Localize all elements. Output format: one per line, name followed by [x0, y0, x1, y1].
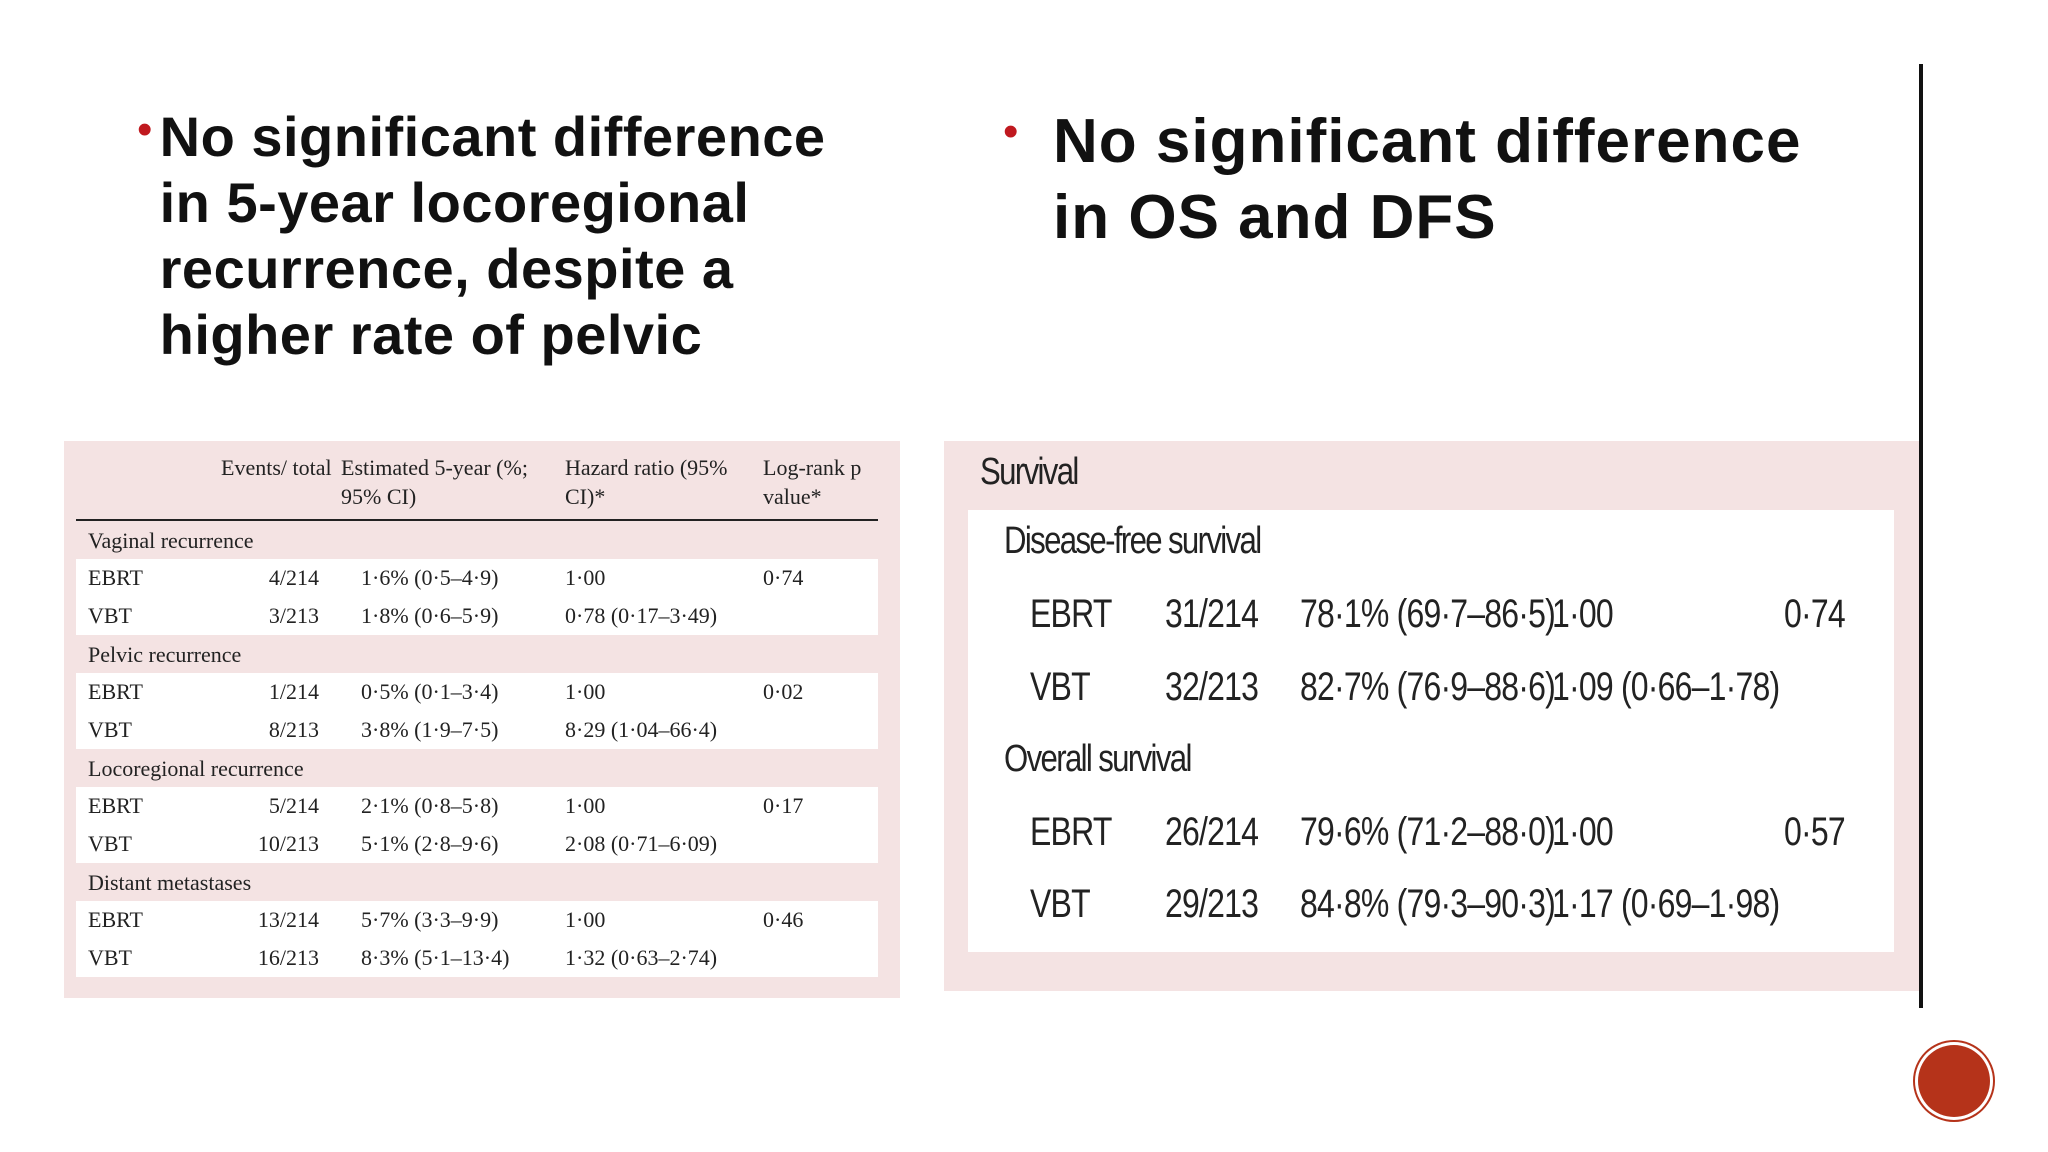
header-cell: Log-rank p value* — [763, 455, 862, 509]
table-cell: VBT — [88, 945, 132, 970]
table-cell: 3·8% (1·9–7·5) — [361, 717, 499, 742]
survival-title: Survival — [980, 451, 1079, 493]
table-cell: 0·57 — [1784, 810, 1846, 854]
header-cell: Events/ total — [221, 455, 332, 480]
table-cell: 1·00 — [565, 793, 606, 818]
header-cell: Hazard ratio (95% CI)* — [565, 455, 728, 509]
table-cell: 0·74 — [763, 565, 804, 590]
table-cell: VBT — [88, 717, 132, 742]
table-cell: 0·5% (0·1–3·4) — [361, 679, 499, 704]
table-cell: 1·00 — [565, 565, 606, 590]
table-cell: EBRT — [88, 907, 143, 932]
section-title: Distant metastases — [88, 870, 252, 895]
table-row: VBT 29/213 84·8% (79·3–90·3) 1·17 (0·69–… — [968, 882, 1894, 942]
table-row: EBRT 1/214 0·5% (0·1–3·4) 1·00 0·02 — [76, 673, 878, 711]
table-cell: EBRT — [88, 679, 143, 704]
section-title: Pelvic recurrence — [88, 642, 242, 667]
section-title: Vaginal recurrence — [88, 528, 254, 553]
table-row: EBRT 13/214 5·7% (3·3–9·9) 1·00 0·46 — [76, 901, 878, 939]
table-cell: 1·00 — [1552, 592, 1614, 636]
table-cell: 3/213 — [268, 603, 319, 628]
table-cell: 8/213 — [268, 717, 319, 742]
section-title: Disease-free survival — [1004, 520, 1262, 562]
table-cell: 10/213 — [257, 831, 319, 856]
survival-table-panel: Survival Disease-free survival EBRT 31/2… — [944, 441, 1920, 991]
table-cell: VBT — [1030, 882, 1091, 926]
table-cell: 13/214 — [257, 907, 319, 932]
table-cell — [763, 711, 878, 749]
table-cell: 29/213 — [1165, 882, 1259, 926]
table-group: EBRT 1/214 0·5% (0·1–3·4) 1·00 0·02 VBT … — [76, 673, 878, 749]
table-cell: 1·32 (0·63–2·74) — [565, 945, 718, 970]
table-row: VBT 32/213 82·7% (76·9–88·6) 1·09 (0·66–… — [968, 665, 1894, 725]
table-cell: 78·1% (69·7–86·5) — [1300, 592, 1556, 636]
table-cell: 2·08 (0·71–6·09) — [565, 831, 718, 856]
header-cell: Estimated 5-year (%; 95% CI) — [341, 455, 528, 509]
table-row: EBRT 26/214 79·6% (71·2–88·0) 1·00 0·57 — [968, 810, 1894, 870]
table-row: EBRT 31/214 78·1% (69·7–86·5) 1·00 0·74 — [968, 592, 1894, 652]
table-cell: EBRT — [1030, 592, 1112, 636]
table-cell: 1/214 — [268, 679, 319, 704]
table-group: EBRT 13/214 5·7% (3·3–9·9) 1·00 0·46 VBT… — [76, 901, 878, 977]
table-cell: 0·78 (0·17–3·49) — [565, 603, 718, 628]
table-cell: 4/214 — [268, 565, 319, 590]
recurrence-table: Events/ total Estimated 5-year (%; 95% C… — [76, 441, 942, 977]
bullet-dot-icon: • — [1003, 107, 1019, 156]
slide-nav-button[interactable] — [1918, 1045, 1990, 1117]
table-cell: 1·09 (0·66–1·78) — [1552, 665, 1780, 709]
table-cell: 0·74 — [1784, 592, 1846, 636]
table-cell: 31/214 — [1165, 592, 1259, 636]
table-row: EBRT 5/214 2·1% (0·8–5·8) 1·00 0·17 — [76, 787, 878, 825]
vertical-divider — [1919, 64, 1923, 1008]
table-cell — [763, 597, 878, 635]
table-cell — [763, 939, 878, 977]
table-cell: 5·1% (2·8–9·6) — [361, 831, 499, 856]
bullet-dot-icon: • — [137, 105, 153, 154]
table-cell: 5/214 — [268, 793, 319, 818]
table-cell: 82·7% (76·9–88·6) — [1300, 665, 1556, 709]
section-title: Locoregional recurrence — [88, 756, 304, 781]
table-row: VBT 3/213 1·8% (0·6–5·9) 0·78 (0·17–3·49… — [76, 597, 878, 635]
table-cell: 1·00 — [565, 679, 606, 704]
table-cell: 8·3% (5·1–13·4) — [361, 945, 510, 970]
survival-table: Disease-free survival EBRT 31/214 78·1% … — [968, 510, 1894, 952]
table-cell: 1·6% (0·5–4·9) — [361, 565, 499, 590]
table-cell: 5·7% (3·3–9·9) — [361, 907, 499, 932]
table-header-row: Events/ total Estimated 5-year (%; 95% C… — [76, 441, 878, 521]
table-cell: 32/213 — [1165, 665, 1259, 709]
table-cell: EBRT — [1030, 810, 1112, 854]
table-cell: VBT — [88, 831, 132, 856]
table-cell — [763, 825, 878, 863]
header-cell — [76, 453, 221, 519]
table-cell: 0·02 — [763, 679, 804, 704]
table-cell: 16/213 — [257, 945, 319, 970]
recurrence-table-panel: Events/ total Estimated 5-year (%; 95% C… — [64, 441, 900, 998]
right-bullet-text: No significant difference in OS and DFS — [1053, 107, 1802, 252]
table-group: EBRT 4/214 1·6% (0·5–4·9) 1·00 0·74 VBT … — [76, 559, 878, 635]
table-row: VBT 8/213 3·8% (1·9–7·5) 8·29 (1·04–66·4… — [76, 711, 878, 749]
table-group: EBRT 5/214 2·1% (0·8–5·8) 1·00 0·17 VBT … — [76, 787, 878, 863]
table-cell: EBRT — [88, 565, 143, 590]
left-bullet-text: No significant difference in 5-year loco… — [159, 105, 826, 366]
table-cell: 8·29 (1·04–66·4) — [565, 717, 718, 742]
table-cell: 26/214 — [1165, 810, 1259, 854]
table-cell: 79·6% (71·2–88·0) — [1300, 810, 1556, 854]
table-cell: 1·00 — [565, 907, 606, 932]
table-cell: 0·46 — [763, 907, 804, 932]
table-cell: 1·17 (0·69–1·98) — [1552, 882, 1780, 926]
table-cell: EBRT — [88, 793, 143, 818]
section-title: Overall survival — [1004, 738, 1192, 780]
left-bullet-point: • No significant difference in 5-year lo… — [130, 104, 890, 368]
table-row: VBT 10/213 5·1% (2·8–9·6) 2·08 (0·71–6·0… — [76, 825, 878, 863]
table-row: EBRT 4/214 1·6% (0·5–4·9) 1·00 0·74 — [76, 559, 878, 597]
right-bullet-point: • No significant difference in OS and DF… — [1000, 104, 1860, 256]
table-cell: 2·1% (0·8–5·8) — [361, 793, 499, 818]
table-cell: 1·00 — [1552, 810, 1614, 854]
table-row: VBT 16/213 8·3% (5·1–13·4) 1·32 (0·63–2·… — [76, 939, 878, 977]
table-cell: VBT — [1030, 665, 1091, 709]
table-cell: 0·17 — [763, 793, 804, 818]
table-cell: VBT — [88, 603, 132, 628]
table-cell: 84·8% (79·3–90·3) — [1300, 882, 1556, 926]
table-cell: 1·8% (0·6–5·9) — [361, 603, 499, 628]
